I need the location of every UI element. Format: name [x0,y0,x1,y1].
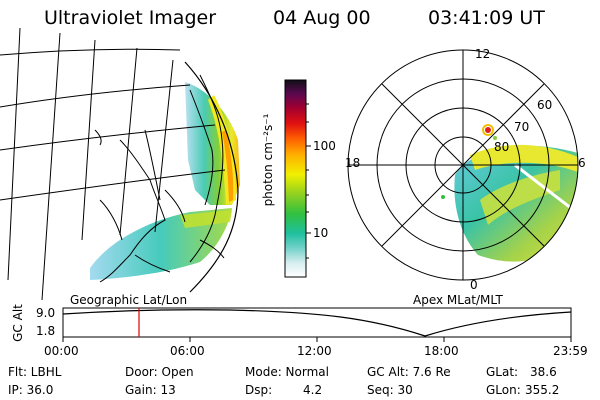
geographic-map [0,27,240,301]
instrument-title: Ultraviolet Imager [44,7,217,29]
altitude-xtick-1200: 12:00 [297,344,332,358]
altitude-ytick-9: 9.0 [36,306,56,320]
gc-alt-info: GC Alt: 7.6 Re [367,365,451,379]
dsp-info-label: Dsp: [245,383,273,397]
colorbar [284,79,311,278]
mlt-label-12: 12 [475,47,491,61]
mlt-label-18: 18 [345,156,361,170]
mlt-label-0: 0 [470,278,478,292]
polar-plot [347,49,579,281]
date-label: 04 Aug 00 [273,7,371,29]
lat-label-70: 70 [514,120,530,134]
colorbar-unit: photon cm⁻²s⁻¹ [261,113,275,207]
door-info: Door: Open [125,365,194,379]
gain-info: Gain: 13 [125,383,176,397]
filter-info: Flt: LBHL [8,365,62,379]
left-projection-label: Geographic Lat/Lon [70,293,188,307]
lat-label-60: 60 [537,98,553,112]
earth-limb [184,61,239,293]
ip-info: IP: 36.0 [8,383,54,397]
glon-info-label: GLon: [486,383,521,397]
lat-label-80: 80 [494,140,510,154]
altitude-ytick-1-8: 1.8 [36,324,56,338]
altitude-xtick-2359: 23:59 [553,344,588,358]
mode-info: Mode: Normal [245,365,329,379]
glon-info-value: 355.2 [525,383,560,397]
altitude-xtick-0000: 00:00 [44,344,79,358]
altitude-xtick-0600: 06:00 [170,344,205,358]
seq-info: Seq: 30 [367,383,413,397]
altitude-xtick-1800: 18:00 [424,344,459,358]
glat-info-value: 38.6 [530,365,557,379]
dsp-info-value: 4.2 [303,383,323,397]
altitude-plot [62,307,572,342]
altitude-ylabel: GC Alt [11,304,25,342]
colorbar-tick-10: 10 [313,226,329,240]
altitude-curve [62,309,572,337]
time-label: 03:41:09 UT [428,7,545,29]
colorbar-tick-100: 100 [313,139,336,153]
mlt-label-6: 6 [578,156,586,170]
right-projection-label: Apex MLat/MLT [413,293,503,307]
glat-info-label: GLat: [486,365,519,379]
